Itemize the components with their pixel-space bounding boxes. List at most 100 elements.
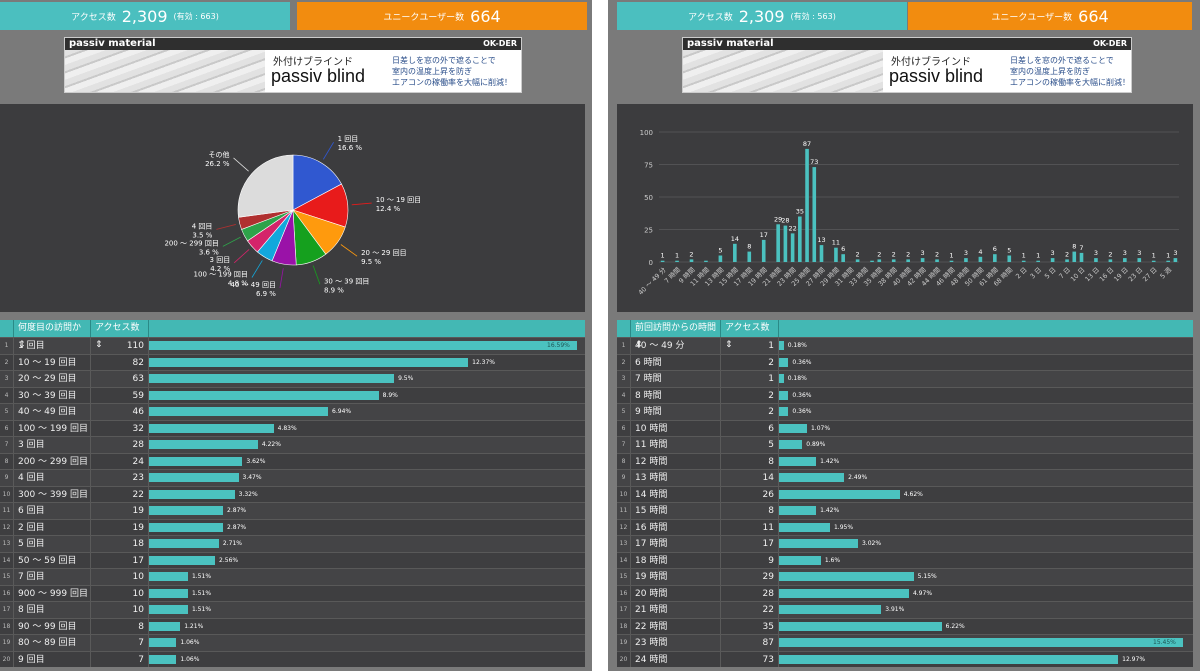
row-label: 11 時間 (631, 437, 721, 453)
row-label: 13 時間 (631, 470, 721, 486)
row-count: 14 (721, 470, 779, 486)
row-count: 5 (721, 437, 779, 453)
bar-value-label: 11 (832, 239, 840, 247)
table-row: 9 13 時間 14 2.49% (617, 469, 1193, 486)
table-row: 3 20 ～ 29 回目 63 9.5% (0, 370, 585, 387)
ad-copy-line: エアコンの稼働率を大幅に削減！ (392, 78, 512, 87)
bar (812, 167, 817, 262)
column-header-interval[interactable]: 前回訪問からの時間 ⇕ (631, 320, 721, 350)
bar-value-label: 2 (877, 250, 881, 258)
row-percent: 3.91% (885, 606, 905, 613)
row-bar-cell: 3.91% (779, 602, 1193, 618)
row-count: 110 (91, 338, 149, 354)
row-bar-cell: 0.18% (779, 338, 1193, 354)
row-label: 8 時間 (631, 387, 721, 403)
bar (776, 224, 780, 262)
row-bar (779, 357, 789, 367)
row-label: 2 回目 (14, 519, 91, 535)
pie-leader-line (322, 142, 334, 160)
row-index: 7 (617, 437, 631, 453)
row-count: 46 (91, 404, 149, 420)
pie-percent-label: 26.2 % (205, 160, 230, 168)
row-label: 10 ～ 19 回目 (14, 354, 91, 370)
row-percent: 2.49% (848, 474, 868, 481)
bar-value-label: 2 (892, 250, 896, 258)
bar (1036, 260, 1040, 262)
row-count: 10 (91, 569, 149, 585)
row-label: 40 ～ 49 分 (631, 338, 721, 354)
column-header-visit[interactable]: 何度目の訪問か ⇕ (14, 320, 91, 350)
ad-banner[interactable]: passiv material OK-DER 外付けブラインド passiv b… (64, 37, 522, 93)
pie-label: 1 回目 (338, 135, 359, 143)
bar (949, 260, 954, 262)
row-percent: 1.95% (833, 523, 854, 531)
row-bar-cell: 3.47% (149, 470, 585, 486)
row-count: 19 (91, 519, 149, 535)
ad-brand: OK-DER (1093, 39, 1127, 48)
bar-value-label: 1 (1022, 252, 1026, 260)
ad-banner[interactable]: passiv material OK-DER 外付けブラインド passiv b… (682, 37, 1132, 93)
row-count: 11 (721, 519, 779, 535)
row-label: 16 時間 (631, 519, 721, 535)
bar (1072, 251, 1077, 262)
row-bar (779, 605, 882, 614)
row-bar-cell: 2.87% (149, 520, 585, 536)
row-bar (149, 621, 181, 631)
bar (1007, 255, 1012, 262)
pie-percent-label: 3.6 % (199, 248, 219, 256)
table-row: 17 8 回目 10 1.51% (0, 601, 585, 618)
row-count: 2 (721, 354, 779, 370)
row-bar-cell: 6.94% (149, 404, 585, 420)
row-label: 23 時間 (631, 635, 721, 651)
row-bar (149, 555, 216, 565)
pie-label: その他 (209, 150, 230, 159)
bar (733, 243, 737, 262)
row-bar-cell: 0.36% (779, 388, 1193, 404)
row-index: 17 (617, 602, 631, 618)
row-percent: 16.59% (547, 342, 570, 349)
row-label: 18 時間 (631, 552, 721, 568)
bar-value-label: 22 (788, 224, 796, 232)
bar (675, 260, 679, 262)
row-bar (779, 374, 784, 383)
row-percent: 1.07% (810, 424, 831, 432)
bar-value-label: 5 (718, 247, 722, 255)
ad-copy-line: 日差しを窓の外で遮ることで (1010, 56, 1114, 65)
row-index: 14 (617, 552, 631, 568)
y-tick-label: 100 (640, 129, 653, 137)
pie-percent-label: 4.2 % (210, 265, 230, 273)
row-percent: 12.97% (1122, 655, 1146, 663)
row-bar-cell: 12.97% (779, 652, 1193, 668)
row-percent: 1.51% (191, 589, 212, 597)
column-header-count[interactable]: アクセス数 ⇕ (721, 320, 779, 350)
row-percent: 5.15% (917, 573, 937, 580)
y-tick-label: 0 (649, 259, 653, 267)
bar (935, 259, 939, 262)
unique-label: ユニークユーザー数 (383, 12, 465, 23)
row-index: 20 (617, 651, 631, 667)
valid-count: (有効 : 663) (173, 11, 219, 21)
row-count: 1 (721, 338, 779, 354)
row-bar (149, 638, 177, 647)
pie-label: 20 ～ 29 回目 (361, 249, 407, 257)
row-bar-cell: 2.87% (149, 503, 585, 519)
row-percent: 2.56% (219, 556, 239, 564)
row-bar-cell: 4.83% (149, 421, 585, 437)
row-label: 22 時間 (631, 618, 721, 634)
column-header-count[interactable]: アクセス数 ⇕ (91, 320, 149, 350)
bar (1151, 260, 1156, 262)
pie-percent-label: 3.5 % (192, 231, 212, 239)
bar (964, 258, 968, 262)
row-label: 9 時間 (631, 404, 721, 420)
row-label: 20 ～ 29 回目 (14, 371, 91, 387)
access-label: アクセス数 (688, 12, 733, 23)
right-panel: アクセス数 2,309 (有効 : 563) ユニークユーザー数 664 pas… (608, 0, 1200, 671)
row-index: 20 (0, 651, 14, 667)
row-label: 90 ～ 99 回目 (14, 618, 91, 634)
y-tick-label: 75 (644, 162, 653, 170)
row-bar-cell: 1.42% (779, 503, 1193, 519)
row-count: 29 (721, 569, 779, 585)
